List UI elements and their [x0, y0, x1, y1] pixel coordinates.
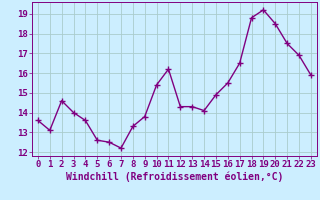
X-axis label: Windchill (Refroidissement éolien,°C): Windchill (Refroidissement éolien,°C)	[66, 172, 283, 182]
